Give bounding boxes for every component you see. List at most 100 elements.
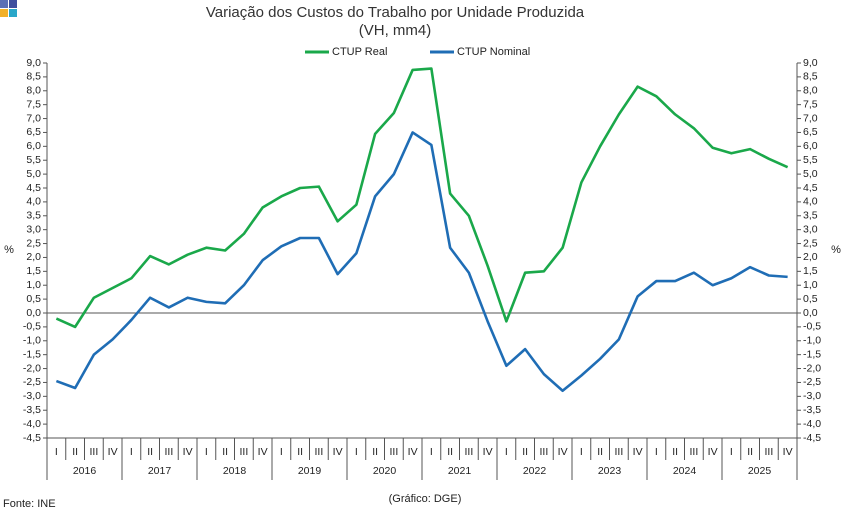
year-label: 2018 [223,465,247,477]
year-label: 2021 [448,465,472,477]
y2-tick-label: 5,5 [803,154,818,166]
y-tick-label: 3,5 [26,210,41,222]
y2-tick-label: 6,0 [803,140,818,152]
x-tick-label: III [539,446,548,458]
y-tick-label: -4,5 [23,432,41,444]
y2-tick-label: 8,0 [803,85,818,97]
y2-tick-label: 1,0 [803,279,818,291]
y2-tick-label: 1,5 [803,265,818,277]
x-tick-label: I [280,446,283,458]
x-tick-label: I [430,446,433,458]
y-tick-label: 6,0 [26,140,41,152]
year-label: 2024 [673,465,697,477]
x-tick-label: III [314,446,323,458]
y2-tick-label: -1,0 [803,335,821,347]
x-tick-label: IV [333,446,343,458]
y-tick-label: -1,0 [23,335,41,347]
x-tick-label: I [205,446,208,458]
y2-tick-label: -1,5 [803,348,821,360]
x-tick-label: IV [108,446,118,458]
x-tick-label: I [130,446,133,458]
year-label: 2016 [73,465,97,477]
x-tick-label: III [464,446,473,458]
x-tick-label: IV [708,446,718,458]
credit: (Gráfico: DGE) [389,493,462,505]
y2-tick-label: 7,0 [803,112,818,124]
y2-tick-label: 0,5 [803,293,818,305]
y2-tick-label: -3,0 [803,390,821,402]
y-tick-label: 1,0 [26,279,41,291]
y-tick-label: -1,5 [23,348,41,360]
y-tick-label: 5,0 [26,168,41,180]
y-tick-label: 9,0 [26,57,41,69]
y-tick-label: -2,5 [23,376,41,388]
y-tick-label: -3,5 [23,404,41,416]
x-tick-label: IV [258,446,268,458]
year-label: 2023 [598,465,622,477]
x-tick-label: II [147,446,153,458]
y2-tick-label: 0,0 [803,307,818,319]
x-tick-label: III [89,446,98,458]
y-tick-label: 3,0 [26,223,41,235]
legend-label: CTUP Real [332,46,387,58]
x-tick-label: III [164,446,173,458]
chart-title: Variação dos Custos do Trabalho por Unid… [206,4,585,21]
chart-subtitle: (VH, mm4) [359,22,432,39]
y2-tick-label: 6,5 [803,126,818,138]
y2-tick-label: 3,5 [803,210,818,222]
y-tick-label: 2,5 [26,237,41,249]
y2-tick-label: 5,0 [803,168,818,180]
y2-tick-label: 4,0 [803,196,818,208]
y2-tick-label: -4,5 [803,432,821,444]
y2-tick-label: -0,5 [803,321,821,333]
x-tick-label: IV [558,446,568,458]
y-tick-label: -4,0 [23,418,41,430]
y-tick-label: 0,5 [26,293,41,305]
y2-axis-label: % [831,244,841,256]
x-tick-label: I [505,446,508,458]
y2-tick-label: -4,0 [803,418,821,430]
x-tick-label: I [730,446,733,458]
y-tick-label: 0,0 [26,307,41,319]
x-tick-label: I [55,446,58,458]
y-tick-label: 8,0 [26,85,41,97]
year-label: 2017 [148,465,172,477]
x-tick-label: II [747,446,753,458]
year-label: 2019 [298,465,322,477]
y-axis-label: % [4,244,14,256]
x-tick-label: III [389,446,398,458]
y-tick-label: -3,0 [23,390,41,402]
x-tick-label: I [655,446,658,458]
series-line [55,131,788,393]
y-tick-label: 7,5 [26,98,41,110]
x-tick-label: IV [183,446,193,458]
x-tick-label: III [614,446,623,458]
source: Fonte: INE [3,498,56,510]
x-tick-label: II [372,446,378,458]
y-tick-label: 6,5 [26,126,41,138]
y-tick-label: -0,5 [23,321,41,333]
x-tick-label: II [297,446,303,458]
x-tick-label: II [72,446,78,458]
x-tick-label: II [672,446,678,458]
y2-tick-label: 3,0 [803,223,818,235]
year-label: 2022 [523,465,547,477]
y2-tick-label: -2,0 [803,362,821,374]
x-tick-label: IV [483,446,493,458]
x-tick-label: I [580,446,583,458]
y2-tick-label: 8,5 [803,71,818,83]
x-tick-label: II [522,446,528,458]
y-tick-label: -2,0 [23,362,41,374]
y2-tick-label: 4,5 [803,182,818,194]
series-line [55,67,789,329]
legend-label: CTUP Nominal [457,46,530,58]
y-tick-label: 8,5 [26,71,41,83]
x-tick-label: III [239,446,248,458]
y2-tick-label: -2,5 [803,376,821,388]
y-tick-label: 5,5 [26,154,41,166]
y-tick-label: 7,0 [26,112,41,124]
x-tick-label: III [764,446,773,458]
y-tick-label: 4,5 [26,182,41,194]
y2-tick-label: 9,0 [803,57,818,69]
